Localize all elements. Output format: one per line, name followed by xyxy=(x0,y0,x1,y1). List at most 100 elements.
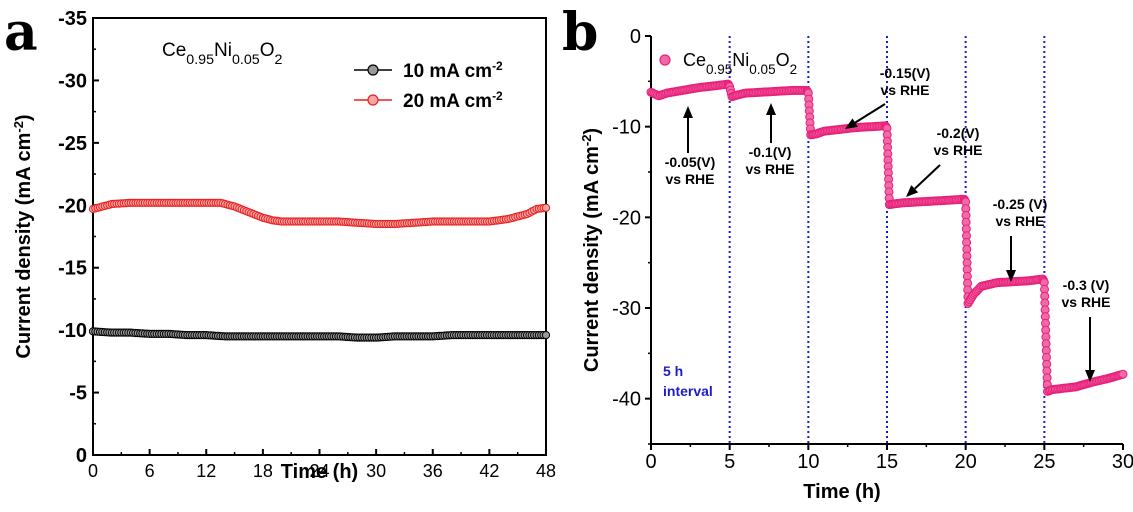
y-tick-label-b-1: -10 xyxy=(612,117,641,139)
legend-title-a-sub3: 2 xyxy=(275,52,283,68)
legend-title-a-o: O xyxy=(260,40,275,61)
annotation-voltage-1: -0.1(V) xyxy=(749,144,792,160)
annotation-arrowhead-5 xyxy=(1085,370,1095,382)
annotation-arrowhead-4 xyxy=(1006,270,1016,282)
interval-note-line2: interval xyxy=(663,383,713,399)
annotation-ref-0: vs RHE xyxy=(665,171,714,187)
legend-title-b-o: O xyxy=(776,50,790,70)
annotation-voltage-0: -0.05(V) xyxy=(665,154,716,170)
legend-title-a-ce: Ce xyxy=(162,40,186,61)
annotation-arrow-2 xyxy=(854,103,886,124)
x-tick-label-b-6: 30 xyxy=(1112,451,1133,473)
x-tick-label-a-5: 30 xyxy=(366,461,386,481)
y-tick-label-a-5: -25 xyxy=(58,133,87,155)
y-tick-label-a-0: 0 xyxy=(76,445,87,467)
y-axis-label-a-main: Current density (mA cm xyxy=(13,133,35,359)
annotation-voltage-5: -0.3 (V) xyxy=(1063,277,1110,293)
panel-b: b 0 5 10 15 20 25 30 0 -10 -20 -30 -40 Time (h) Curre… xyxy=(562,2,1133,503)
y-tick-label-a-4: -20 xyxy=(58,195,87,217)
x-tick-label-b-2: 10 xyxy=(797,451,819,473)
y-tick-label-a-3: -15 xyxy=(58,258,87,280)
annotation-arrowhead-3 xyxy=(906,185,919,197)
x-axis-label-b: Time (h) xyxy=(803,481,880,503)
panel-b-annotations: -0.05(V)vs RHE-0.1(V)vs RHE-0.15(V)vs RH… xyxy=(663,65,1111,399)
annotation-ref-5: vs RHE xyxy=(1061,294,1110,310)
y-axis-label-a: Current density (mA cm-2) xyxy=(11,114,36,358)
annotation-ref-3: vs RHE xyxy=(933,142,982,158)
x-tick-label-b-4: 20 xyxy=(955,451,977,473)
annotation-ref-4: vs RHE xyxy=(995,213,1044,229)
legend-label-a-0-main: 10 mA cm xyxy=(403,61,492,82)
legend-title-b-sub1: 0.95 xyxy=(706,62,732,77)
panel-b-axes: 0 5 10 15 20 25 30 0 -10 -20 -30 -40 Time (h) Current… xyxy=(579,26,1133,503)
y-axis-label-b-sup: -2 xyxy=(579,135,594,147)
annotation-arrowhead-1 xyxy=(766,103,776,115)
x-tick-label-b-1: 5 xyxy=(724,451,735,473)
x-tick-label-b-5: 25 xyxy=(1033,451,1055,473)
panel-b-series xyxy=(646,79,1128,396)
data-point-a-1-192 xyxy=(541,203,551,212)
y-axis-label-a-end: ) xyxy=(13,114,35,121)
annotation-arrowhead-2 xyxy=(845,118,858,129)
x-tick-label-a-0: 0 xyxy=(88,461,98,481)
y-tick-label-a-7: -35 xyxy=(58,8,87,30)
annotation-4: -0.25 (V)vs RHE xyxy=(993,196,1047,282)
legend-title-b-ni: Ni xyxy=(732,50,749,70)
x-axis-label-a: Time (h) xyxy=(281,461,358,483)
y-axis-label-b: Current density (mA cm-2) xyxy=(579,128,604,372)
legend-label-a-1-main: 20 mA cm xyxy=(403,91,492,112)
y-tick-label-b-3: -30 xyxy=(612,298,641,320)
y-tick-label-b-0: 0 xyxy=(630,26,641,48)
x-tick-label-a-4: 24 xyxy=(309,461,329,481)
legend-title-a: Ce0.95Ni0.05O2 xyxy=(162,40,283,68)
x-tick-label-a-2: 12 xyxy=(196,461,216,481)
legend-title-a-ni: Ni xyxy=(214,40,232,61)
legend-label-a-0: 10 mA cm-2 xyxy=(403,59,503,82)
legend-marker-a-0 xyxy=(367,64,379,76)
annotation-voltage-4: -0.25 (V) xyxy=(993,196,1047,212)
legend-label-a-1: 20 mA cm-2 xyxy=(403,89,503,112)
annotation-ref-1: vs RHE xyxy=(745,161,794,177)
legend-label-a-0-sup: -2 xyxy=(492,59,503,73)
x-tick-label-a-3: 18 xyxy=(253,461,273,481)
y-axis-label-a-sup: -2 xyxy=(11,121,26,133)
panel-label-a: a xyxy=(4,2,38,63)
y-tick-label-a-6: -30 xyxy=(58,70,87,92)
legend-title-b-ce: Ce xyxy=(683,50,706,70)
data-point-a-0-192 xyxy=(541,331,551,340)
annotation-5: -0.3 (V)vs RHE xyxy=(1061,277,1111,382)
annotation-ref-2: vs RHE xyxy=(880,82,929,98)
panel-a-frame xyxy=(92,17,547,456)
x-tick-label-a-6: 36 xyxy=(423,461,443,481)
x-tick-label-a-1: 6 xyxy=(145,461,155,481)
x-tick-label-b-0: 0 xyxy=(645,451,656,473)
annotation-arrow-3 xyxy=(914,164,941,190)
annotation-1: -0.1(V)vs RHE xyxy=(745,103,795,177)
y-tick-label-a-1: -5 xyxy=(69,383,87,405)
legend-title-a-sub2: 0.05 xyxy=(232,52,260,68)
y-tick-label-b-2: -20 xyxy=(612,207,641,229)
annotation-2: -0.15(V)vs RHE xyxy=(845,65,930,129)
legend-marker-b xyxy=(659,54,671,66)
panel-a: a 0 6 12 18 24 30 36 42 48 0 -5 -10 -15 -20 -25 -30 -35 T… xyxy=(4,2,556,483)
legend-title-b: Ce0.95Ni0.05O2 xyxy=(683,50,797,77)
y-axis-label-b-end: ) xyxy=(581,128,603,135)
x-tick-label-a-7: 42 xyxy=(479,461,499,481)
annotation-arrowhead-0 xyxy=(683,106,693,118)
annotation-3: -0.2(V)vs RHE xyxy=(906,125,983,197)
annotation-voltage-2: -0.15(V) xyxy=(880,65,931,81)
annotation-voltage-3: -0.2(V) xyxy=(937,125,980,141)
panel-a-series xyxy=(88,198,551,342)
legend-label-a-1-sup: -2 xyxy=(492,89,503,103)
legend-marker-a-1 xyxy=(367,94,379,106)
panel-a-axes: 0 6 12 18 24 30 36 42 48 0 -5 -10 -15 -20 -25 -30 -35 Tim… xyxy=(11,8,557,483)
legend-title-b-sub2: 0.05 xyxy=(749,62,775,77)
legend-title-b-sub3: 2 xyxy=(790,62,798,77)
y-tick-label-a-2: -10 xyxy=(58,320,87,342)
panel-b-legend: Ce0.95Ni0.05O2 xyxy=(659,50,797,77)
x-tick-label-b-3: 15 xyxy=(876,451,898,473)
x-tick-label-a-8: 48 xyxy=(536,461,556,481)
legend-title-a-sub1: 0.95 xyxy=(186,52,214,68)
